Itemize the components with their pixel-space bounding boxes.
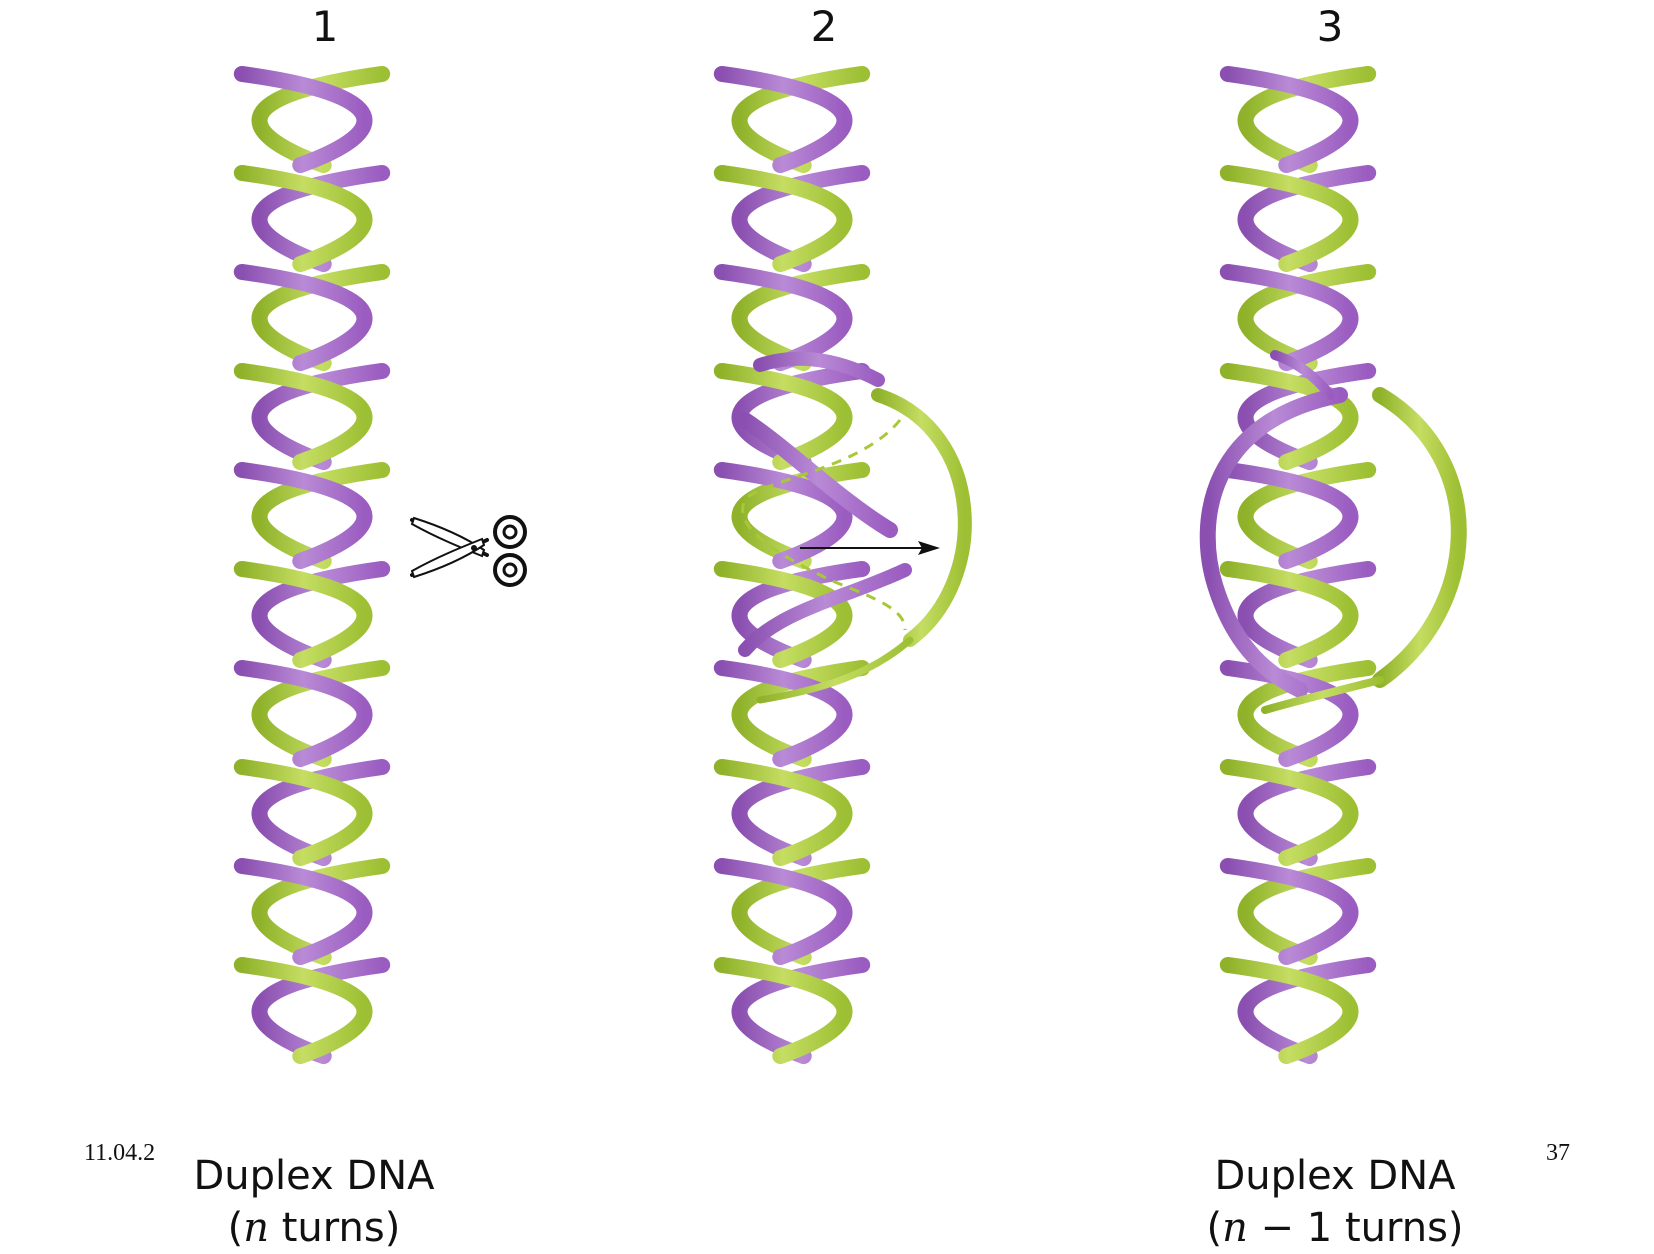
strand-segment [233,164,373,273]
strand-segment [251,263,391,372]
strand-segment [713,956,853,1065]
strand-segment [1237,956,1377,1065]
strand-segment [1219,65,1359,174]
bubble-green-strand [1372,387,1467,688]
strand-segment [251,659,391,768]
purple-strand-cut-end-upper [737,412,898,538]
strand-segment [251,560,391,669]
bubble-purple-strand [1199,387,1348,698]
strand-segment [1237,461,1377,570]
footer-date: 11.04.2 [84,1140,156,1166]
panel-number-2: 2 [810,2,838,51]
strand-segment [251,857,391,966]
strand-segment [251,164,391,273]
arrow-head [918,541,940,555]
strand-segment [731,956,871,1065]
strand-segment [713,65,853,174]
dashed-original-path [741,419,907,631]
caption-right-turns: (n − 1 turns) [1206,1205,1464,1251]
helix-panel-1 [233,65,391,1065]
strand-segment [713,560,853,669]
strand-segment [713,362,853,471]
strand-segment [233,461,373,570]
purple-strand-cut-end-lower [738,563,912,657]
strand-segment [251,65,391,174]
strand-segment [1237,65,1377,174]
strand-segment [1219,956,1359,1065]
strand-segment [233,956,373,1065]
strand-segment [251,956,391,1065]
strand-segment [731,560,871,669]
footer-page-number: 37 [1546,1140,1570,1166]
strand-segment [731,758,871,867]
strand-segment [233,857,373,966]
diagram-annotations [410,350,1467,714]
strand-segment [713,659,853,768]
helix-panel-2 [713,65,871,1065]
scissors-icon [410,515,527,587]
strand-segment [713,263,853,372]
helix-panel-3 [1219,65,1377,1065]
strand-segment [251,362,391,471]
strand-segment [233,263,373,372]
strand-segment [1219,758,1359,867]
strand-segment [1219,461,1359,570]
strand-segment [731,65,871,174]
strand-segment [233,362,373,471]
caption-left: Duplex DNA (n turns) [104,1150,524,1254]
green-strand-thin [756,636,914,704]
unwound-green-strand [871,388,972,647]
strand-segment [1237,560,1377,669]
strand-segment [731,164,871,273]
strand-segment [1237,857,1377,966]
caption-left-title: Duplex DNA [193,1153,435,1199]
bubble-purple-top [1270,350,1335,400]
bubble-green-bottom [1261,676,1384,714]
strand-segment [1237,659,1377,768]
strand-segment [1219,560,1359,669]
strand-segment [713,164,853,273]
strand-segment [1219,164,1359,273]
strand-segment [233,758,373,867]
strand-segment [1219,263,1359,372]
caption-right: Duplex DNA (n − 1 turns) [1125,1150,1545,1254]
caption-right-title: Duplex DNA [1214,1153,1456,1199]
purple-strand-upper [753,351,885,387]
strand-segment [1219,362,1359,471]
strand-segment [1237,164,1377,273]
strand-segment [713,758,853,867]
panel-number-3: 3 [1316,2,1344,51]
strand-segment [1219,857,1359,966]
caption-left-turns: (n turns) [227,1205,401,1251]
strand-segment [731,857,871,966]
strand-segment [731,263,871,372]
strand-segment [251,461,391,570]
strand-segment [731,659,871,768]
panel-number-1: 1 [311,2,339,51]
strand-segment [251,758,391,867]
strand-segment [233,65,373,174]
strand-segment [713,857,853,966]
strand-segment [1237,263,1377,372]
strand-segment [233,560,373,669]
strand-segment [1237,758,1377,867]
strand-segment [233,659,373,768]
